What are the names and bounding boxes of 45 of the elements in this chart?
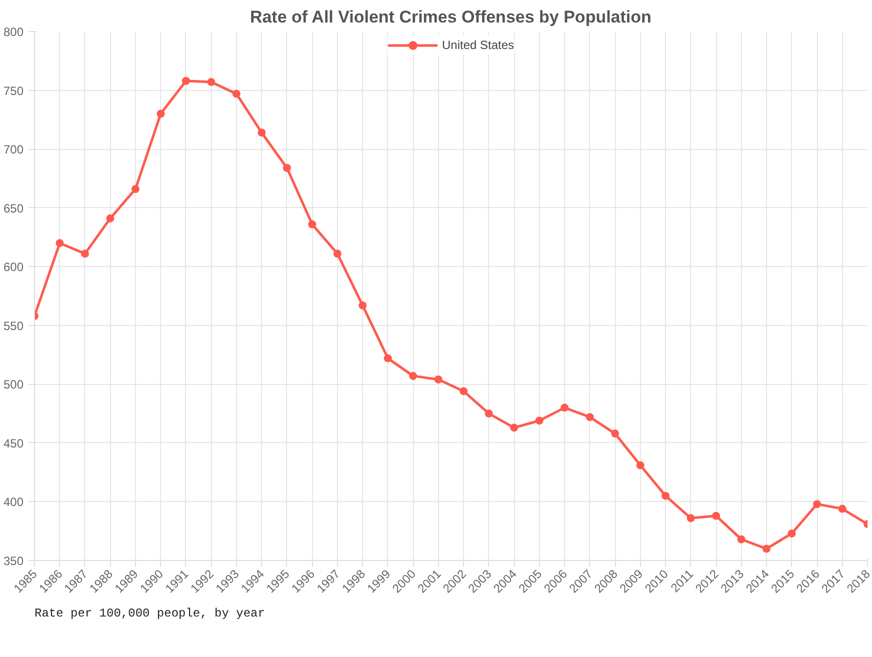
point [106,214,114,222]
point [384,354,392,362]
point [333,250,342,258]
point [662,492,670,500]
point [535,416,544,425]
point [788,529,796,538]
y-tick-label: 700 [3,142,24,157]
point [358,301,367,310]
y-tick-label: 750 [3,84,24,98]
point [686,514,695,522]
point [182,76,190,85]
point [838,504,846,513]
chart-title: Rate of All Violent Crimes Offenses by Population [250,8,652,26]
point [131,185,140,194]
text: Rate per 100,000 people, by year [34,606,265,620]
point [308,220,316,228]
y-tick-label: 350 [3,554,24,568]
point [510,424,518,432]
point [636,461,644,470]
y-tick-label: 450 [3,436,24,450]
point [586,413,594,422]
point [232,90,240,98]
point [813,500,822,508]
point [484,410,493,418]
y-tick-label: 550 [3,318,24,333]
point [56,239,64,248]
y-tick-label: 650 [3,201,24,216]
legend-label: United States [442,38,514,52]
point [282,164,291,172]
point [156,110,165,118]
point [712,512,720,520]
y-tick-label: 400 [3,495,24,510]
y-tick-label: 500 [3,378,24,392]
y-tick-label: 800 [3,25,24,39]
point [460,387,468,396]
point [611,430,620,438]
y-tick-label: 600 [3,260,24,274]
point [258,128,266,137]
point [560,404,569,412]
point [207,78,216,86]
point [409,372,418,380]
point [737,535,746,544]
point [762,544,771,553]
point [80,250,89,258]
point [434,375,442,384]
